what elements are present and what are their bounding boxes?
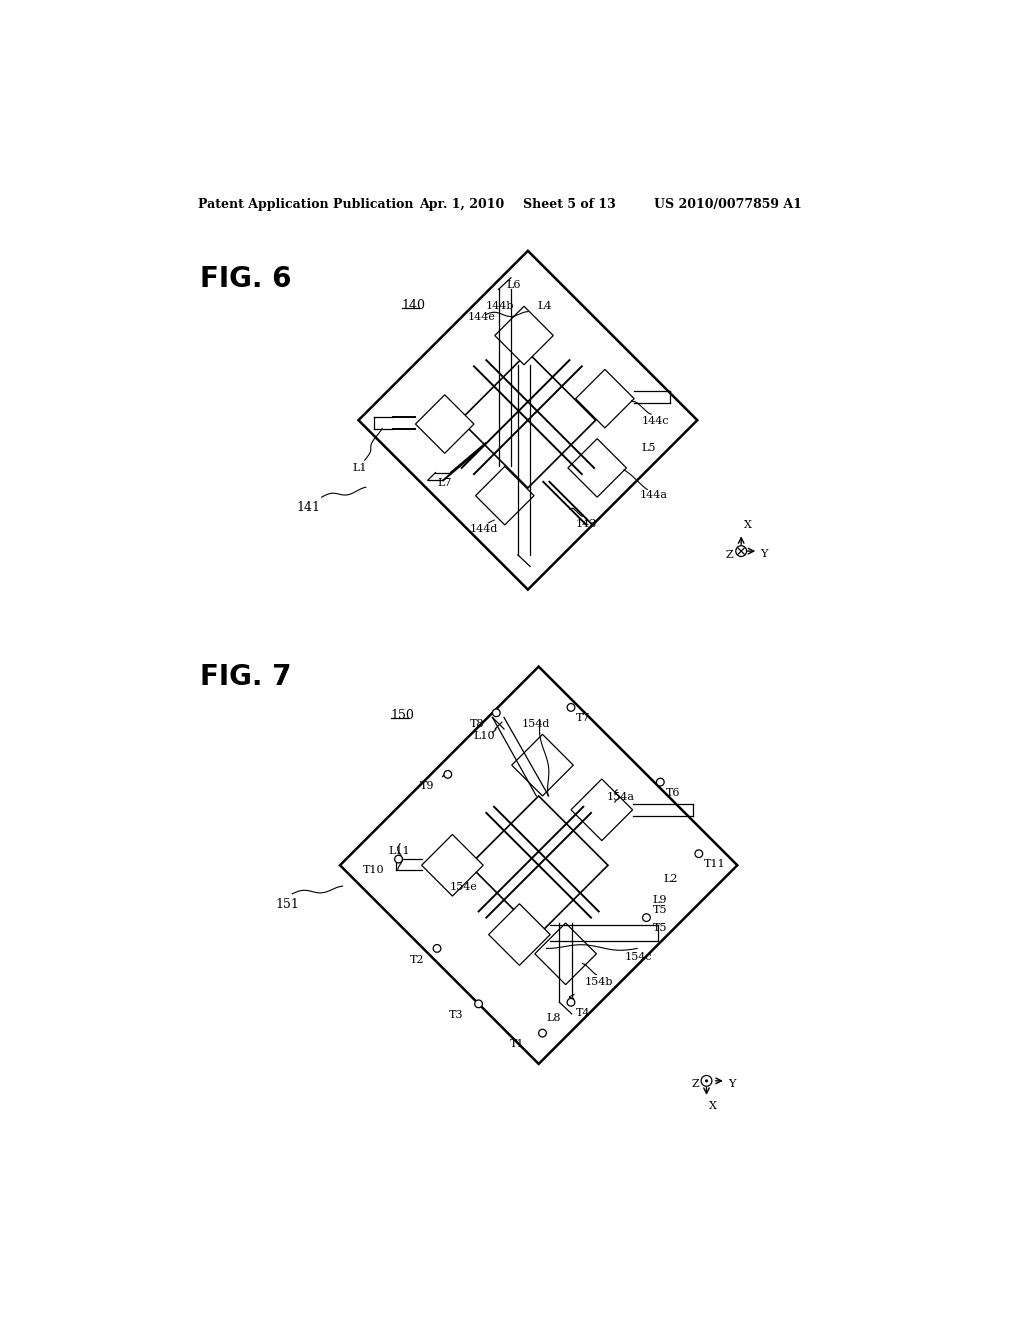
Text: L5: L5: [642, 444, 656, 453]
Text: Z: Z: [691, 1080, 698, 1089]
Text: T8: T8: [470, 719, 484, 729]
Text: T2: T2: [411, 954, 425, 965]
Text: 154b: 154b: [585, 977, 613, 987]
Text: T7: T7: [575, 713, 590, 723]
Text: T5: T5: [652, 906, 667, 915]
Text: 144b: 144b: [485, 301, 514, 310]
Polygon shape: [575, 370, 634, 428]
Text: L1: L1: [352, 462, 367, 473]
Circle shape: [656, 779, 665, 785]
Circle shape: [567, 998, 574, 1006]
Circle shape: [539, 1030, 547, 1038]
Circle shape: [736, 545, 746, 557]
Text: L6: L6: [506, 280, 521, 290]
Polygon shape: [475, 466, 535, 525]
Text: Y: Y: [728, 1080, 735, 1089]
Polygon shape: [535, 923, 596, 985]
Text: 143: 143: [575, 519, 597, 529]
Text: 151: 151: [275, 898, 299, 911]
Text: T5: T5: [652, 923, 667, 933]
Polygon shape: [495, 306, 553, 364]
Text: T9: T9: [420, 780, 435, 791]
Text: 144e: 144e: [468, 313, 496, 322]
Circle shape: [705, 1080, 708, 1082]
Text: L8: L8: [547, 1014, 561, 1023]
Circle shape: [643, 913, 650, 921]
Polygon shape: [488, 904, 550, 965]
Text: 154e: 154e: [451, 882, 478, 892]
Text: 150: 150: [391, 709, 415, 722]
Text: Y: Y: [761, 549, 768, 558]
Circle shape: [701, 1076, 712, 1086]
Polygon shape: [469, 796, 608, 935]
Text: 144d: 144d: [470, 524, 499, 535]
Circle shape: [394, 855, 402, 863]
Circle shape: [493, 709, 500, 717]
Polygon shape: [416, 395, 474, 453]
Text: 154a: 154a: [606, 792, 635, 803]
Circle shape: [433, 945, 441, 952]
Text: 144a: 144a: [640, 490, 668, 499]
Text: 154d: 154d: [521, 719, 550, 729]
Text: T11: T11: [705, 859, 726, 869]
Polygon shape: [460, 352, 596, 488]
Text: L7: L7: [437, 478, 452, 488]
Text: 144c: 144c: [642, 416, 670, 426]
Text: 154c: 154c: [625, 952, 652, 961]
Circle shape: [475, 1001, 482, 1007]
Text: FIG. 6: FIG. 6: [200, 264, 292, 293]
Text: 141: 141: [296, 502, 321, 513]
Text: Patent Application Publication: Patent Application Publication: [199, 198, 414, 211]
Text: T6: T6: [666, 788, 680, 799]
Text: X: X: [709, 1101, 717, 1111]
Circle shape: [444, 771, 452, 779]
Text: L10: L10: [473, 730, 495, 741]
Text: 140: 140: [401, 298, 426, 312]
Text: Z: Z: [726, 550, 733, 560]
Polygon shape: [571, 779, 633, 841]
Text: FIG. 7: FIG. 7: [200, 663, 292, 690]
Text: Apr. 1, 2010: Apr. 1, 2010: [419, 198, 505, 211]
Text: T4: T4: [575, 1007, 590, 1018]
Text: L4: L4: [538, 301, 552, 310]
Text: Sheet 5 of 13: Sheet 5 of 13: [523, 198, 616, 211]
Circle shape: [695, 850, 702, 858]
Polygon shape: [340, 667, 737, 1064]
Text: L9: L9: [652, 895, 667, 904]
Polygon shape: [358, 251, 697, 590]
Text: L2: L2: [664, 875, 678, 884]
Text: X: X: [743, 520, 752, 531]
Text: US 2010/0077859 A1: US 2010/0077859 A1: [654, 198, 802, 211]
Text: L11: L11: [388, 846, 411, 855]
Circle shape: [567, 704, 574, 711]
Text: T1: T1: [510, 1039, 524, 1048]
Text: T10: T10: [364, 866, 385, 875]
Polygon shape: [512, 734, 573, 796]
Polygon shape: [422, 834, 483, 896]
Polygon shape: [568, 438, 627, 498]
Text: T3: T3: [449, 1010, 463, 1020]
